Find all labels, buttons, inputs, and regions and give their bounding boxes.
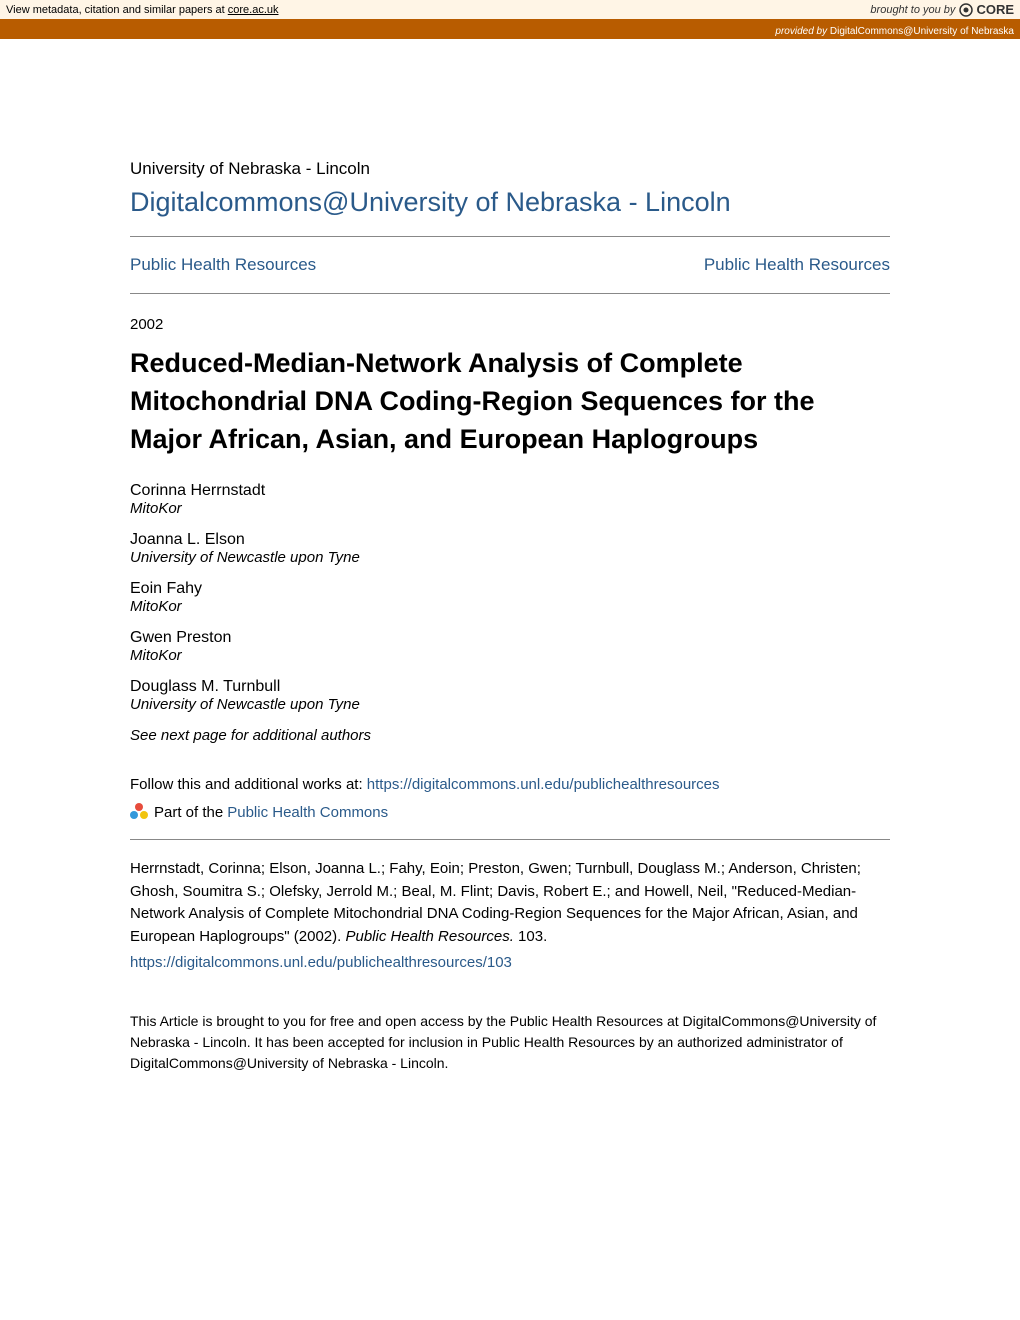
follow-prefix: Follow this and additional works at: [130, 776, 367, 793]
author-block: Corinna Herrnstadt MitoKor [130, 482, 890, 517]
recommended-citation: Herrnstadt, Corinna; Elson, Joanna L.; F… [130, 858, 890, 948]
collection-link-right[interactable]: Public Health Resources [704, 255, 890, 275]
provided-by-bar: provided by DigitalCommons@University of… [0, 24, 1020, 39]
author-block: Joanna L. Elson University of Newcastle … [130, 531, 890, 566]
paper-title: Reduced-Median-Network Analysis of Compl… [130, 345, 890, 458]
core-brand-text: CORE [976, 2, 1014, 17]
author-name: Corinna Herrnstadt [130, 482, 890, 500]
divider-citation [130, 839, 890, 840]
provided-prefix: provided by [775, 26, 829, 37]
author-block: Eoin Fahy MitoKor [130, 580, 890, 615]
commons-network-icon [130, 803, 148, 821]
permalink[interactable]: https://digitalcommons.unl.edu/publichea… [130, 954, 890, 971]
author-affiliation: MitoKor [130, 598, 890, 615]
breadcrumb-row: Public Health Resources Public Health Re… [130, 237, 890, 293]
banner-left-text: View metadata, citation and similar pape… [6, 4, 279, 16]
follow-url-link[interactable]: https://digitalcommons.unl.edu/publichea… [367, 776, 720, 793]
part-of-prefix: Part of the [154, 804, 223, 821]
author-block: Gwen Preston MitoKor [130, 629, 890, 664]
citation-number: 103. [514, 928, 547, 945]
banner-right: brought to you by CORE [870, 2, 1014, 17]
author-affiliation: University of Newcastle upon Tyne [130, 549, 890, 566]
main-content: University of Nebraska - Lincoln Digital… [0, 39, 1020, 1104]
author-affiliation: MitoKor [130, 647, 890, 664]
author-block: Douglass M. Turnbull University of Newca… [130, 678, 890, 713]
commons-link[interactable]: Public Health Commons [227, 804, 388, 821]
brought-by-text: brought to you by [870, 4, 955, 16]
access-footer-note: This Article is brought to you for free … [130, 1011, 890, 1074]
publication-year: 2002 [130, 316, 890, 333]
repository-link[interactable]: Digitalcommons@University of Nebraska - … [130, 187, 890, 218]
provider-link[interactable]: DigitalCommons@University of Nebraska [830, 26, 1014, 37]
follow-works-line: Follow this and additional works at: htt… [130, 776, 890, 793]
divider-bottom [130, 293, 890, 294]
banner-prefix: View metadata, citation and similar pape… [6, 4, 228, 16]
collection-link-left[interactable]: Public Health Resources [130, 255, 316, 275]
core-icon [959, 3, 973, 17]
author-name: Gwen Preston [130, 629, 890, 647]
core-logo[interactable]: CORE [959, 2, 1014, 17]
author-name: Joanna L. Elson [130, 531, 890, 549]
core-metadata-banner: View metadata, citation and similar pape… [0, 0, 1020, 24]
university-name: University of Nebraska - Lincoln [130, 159, 890, 179]
author-name: Eoin Fahy [130, 580, 890, 598]
see-next-page-note: See next page for additional authors [130, 727, 890, 744]
author-affiliation: University of Newcastle upon Tyne [130, 696, 890, 713]
citation-journal: Public Health Resources. [345, 928, 513, 945]
part-of-line: Part of the Public Health Commons [130, 803, 890, 821]
core-link[interactable]: core.ac.uk [228, 4, 279, 16]
author-name: Douglass M. Turnbull [130, 678, 890, 696]
author-affiliation: MitoKor [130, 500, 890, 517]
